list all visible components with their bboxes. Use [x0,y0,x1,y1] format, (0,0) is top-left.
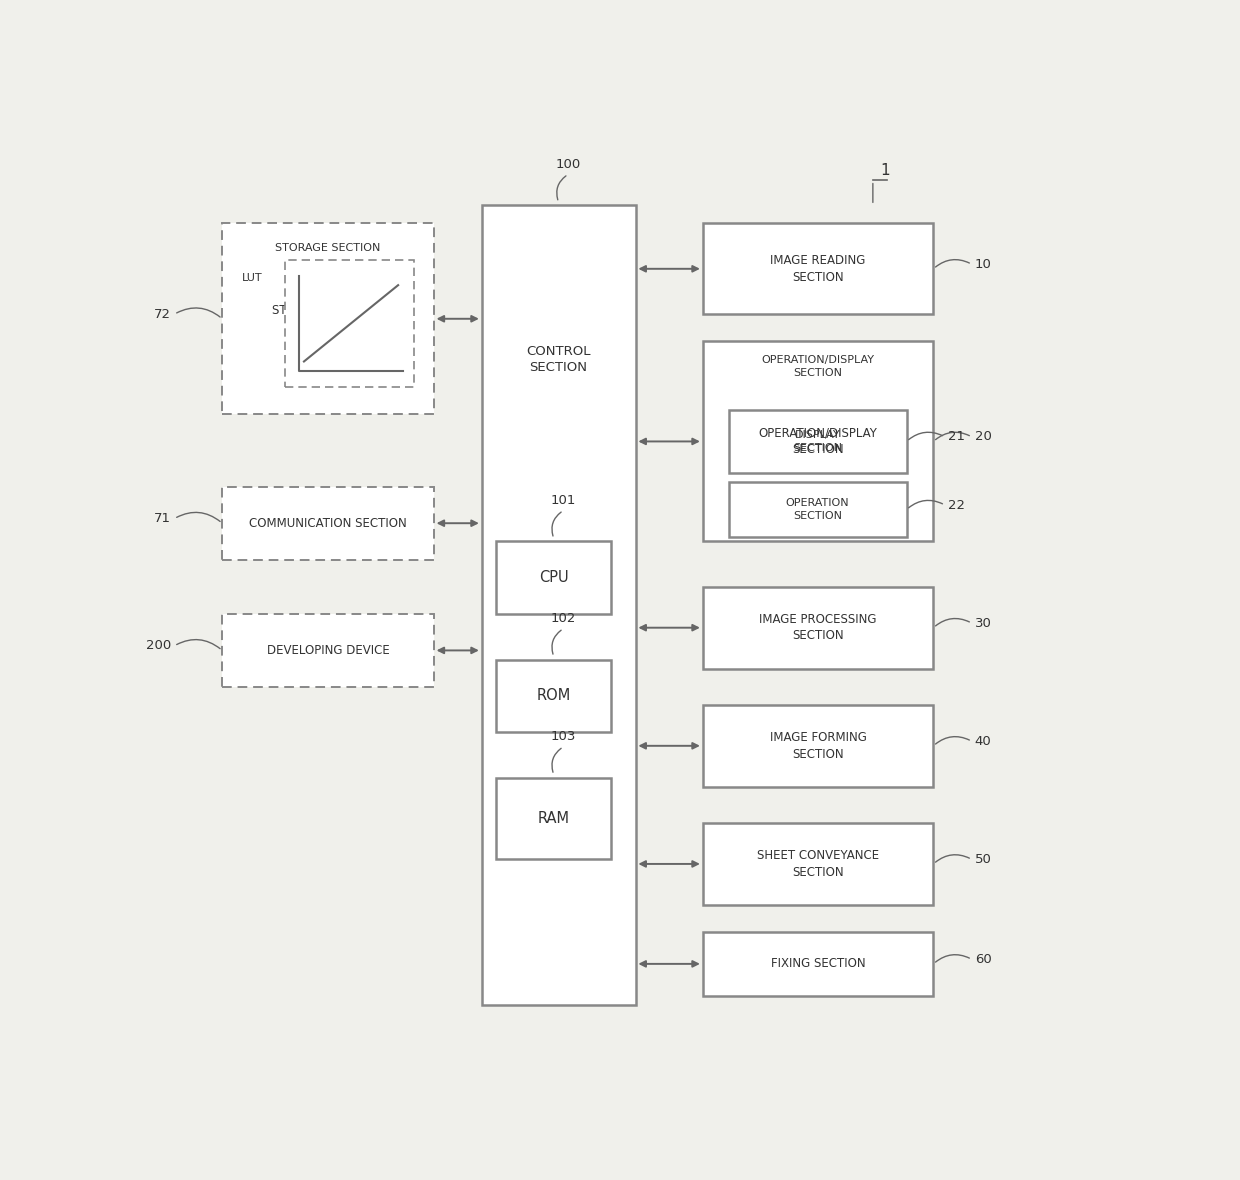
Bar [703,223,934,314]
Text: 21: 21 [947,431,965,444]
Text: 71: 71 [154,512,171,525]
Text: OPERATION/DISPLAY
SECTION: OPERATION/DISPLAY SECTION [761,355,874,378]
Bar [222,487,434,559]
Bar [496,542,611,614]
Bar [703,704,934,787]
Text: OPERATION
SECTION: OPERATION SECTION [786,498,849,522]
Bar [703,824,934,905]
Text: 102: 102 [551,612,577,625]
Bar [222,614,434,687]
Text: RAM: RAM [538,811,570,826]
Bar [285,260,414,387]
Bar [481,205,635,1005]
Text: FIXING SECTION: FIXING SECTION [771,957,866,970]
Bar [729,409,906,473]
Text: 20: 20 [975,431,992,444]
Text: CONTROL
SECTION: CONTROL SECTION [526,345,591,374]
Text: 72: 72 [154,308,171,321]
Bar [222,223,434,414]
Text: 22: 22 [947,498,965,512]
Text: IMAGE READING
SECTION: IMAGE READING SECTION [770,254,866,283]
Text: 101: 101 [551,494,577,507]
Text: OPERATION/DISPLAY
SECTION: OPERATION/DISPLAY SECTION [759,427,878,457]
Bar [496,778,611,859]
Text: 60: 60 [975,952,992,966]
Text: STORAGE SECTION
LUT: STORAGE SECTION LUT [273,304,383,334]
Text: DEVELOPING DEVICE: DEVELOPING DEVICE [267,644,389,657]
Text: LUT: LUT [242,274,262,283]
Text: COMMUNICATION SECTION: COMMUNICATION SECTION [249,517,407,530]
Text: 30: 30 [975,617,992,630]
Text: IMAGE PROCESSING
SECTION: IMAGE PROCESSING SECTION [759,612,877,642]
Text: 1: 1 [880,163,890,178]
Text: IMAGE FORMING
SECTION: IMAGE FORMING SECTION [770,732,867,761]
Text: 100: 100 [556,158,580,171]
Text: STORAGE SECTION: STORAGE SECTION [275,243,381,254]
Text: ROM: ROM [537,688,570,703]
Text: 200: 200 [146,640,171,653]
Text: 50: 50 [975,853,992,866]
Bar [703,932,934,996]
Bar [703,586,934,669]
Text: 10: 10 [975,257,992,270]
Bar [729,483,906,537]
Text: CPU: CPU [539,570,569,585]
Bar [496,660,611,732]
Text: SHEET CONVEYANCE
SECTION: SHEET CONVEYANCE SECTION [758,850,879,879]
Text: 40: 40 [975,735,992,748]
Text: DISPLAY
SECTION: DISPLAY SECTION [794,430,842,453]
Text: 103: 103 [551,730,577,743]
Bar [703,341,934,542]
